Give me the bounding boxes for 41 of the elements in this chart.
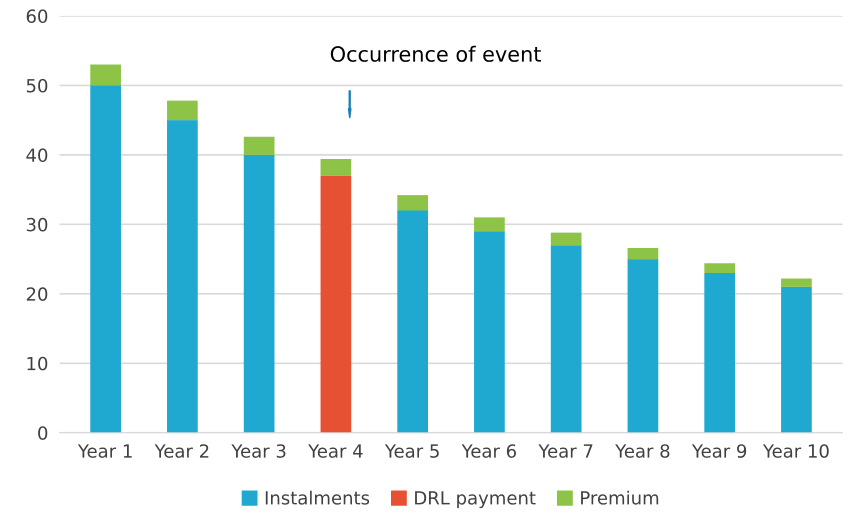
x-tick-label: Year 4	[308, 444, 363, 458]
bar	[550, 232, 582, 246]
x-tick-label: Year 8	[615, 444, 670, 458]
bar	[167, 100, 198, 120]
bar	[704, 263, 736, 273]
legend-label: DRL payment	[415, 491, 536, 508]
y-tick-label: 60	[26, 9, 48, 24]
y-tick-label: 40	[26, 148, 48, 162]
x-tick-label: Year 7	[538, 444, 592, 458]
legend-label: Instalments	[266, 490, 370, 505]
bar	[320, 159, 352, 176]
x-tick-label: Year 10	[762, 444, 829, 458]
x-tick-label: Year 9	[692, 444, 746, 458]
y-tick-label: 20	[26, 287, 48, 301]
bar	[90, 64, 121, 86]
bar	[474, 231, 505, 433]
bar	[244, 136, 274, 155]
y-tick-label: 0	[38, 426, 48, 440]
x-tick-label: Year 1	[78, 444, 132, 458]
bar	[628, 248, 658, 260]
bar	[781, 278, 812, 287]
bar	[244, 154, 274, 433]
annotation: Occurrence of event	[330, 46, 541, 62]
y-tick-label: 30	[26, 218, 48, 232]
bar	[550, 245, 582, 433]
x-tick-label: Year 5	[384, 444, 439, 458]
legend-label: Premium	[581, 490, 658, 505]
y-tick-label: 10	[27, 356, 48, 370]
y-tick-label: 50	[26, 78, 48, 93]
bar	[781, 286, 812, 433]
bar	[704, 272, 736, 433]
x-tick-label: Year 6	[462, 444, 516, 458]
bar	[397, 210, 428, 433]
x-tick-label: Year 3	[231, 444, 286, 458]
bar	[320, 176, 352, 433]
bar	[397, 195, 428, 210]
bar	[474, 217, 505, 232]
bar	[167, 120, 198, 433]
x-tick-label: Year 2	[154, 444, 208, 458]
bar	[628, 259, 658, 433]
bar	[90, 85, 121, 433]
